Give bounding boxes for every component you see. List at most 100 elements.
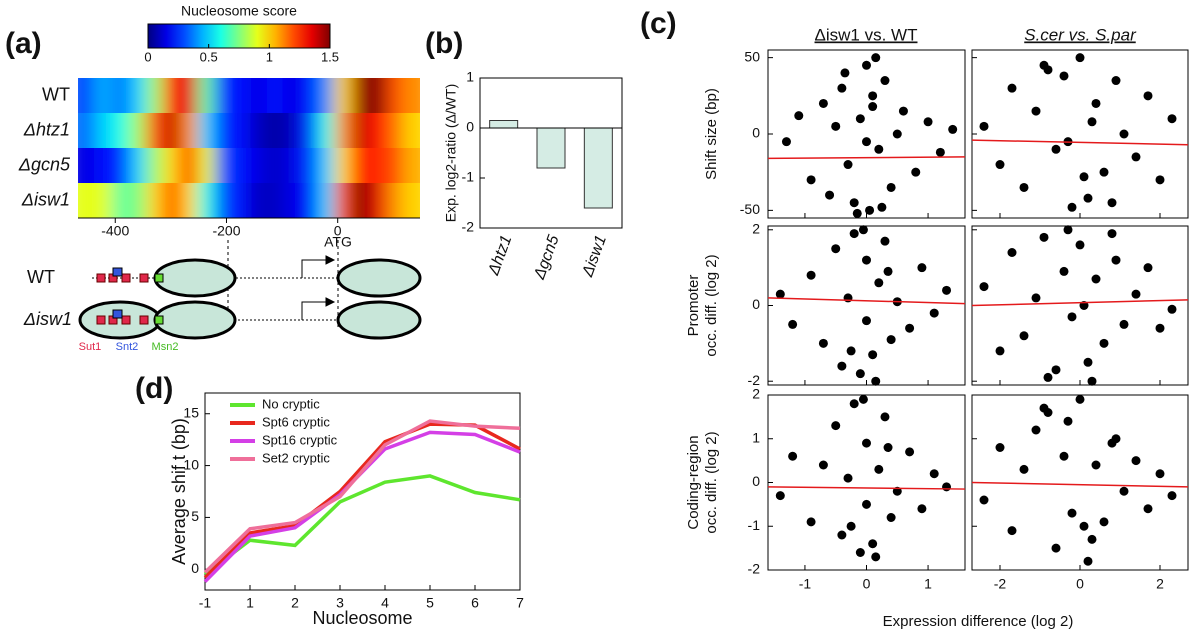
scatter-point	[1043, 65, 1053, 75]
scatter-point	[843, 293, 853, 303]
scatter-point	[886, 513, 896, 522]
tss-arrow-head	[325, 255, 336, 265]
scatter-point	[1067, 202, 1077, 212]
heatmap-cell	[334, 78, 353, 114]
scatter-point	[1155, 175, 1165, 185]
scatter-point	[874, 144, 884, 154]
scatter-point	[862, 255, 871, 265]
scatter-point	[855, 548, 865, 557]
heatmap-cell	[214, 113, 233, 149]
scatter-point	[995, 160, 1005, 170]
sut1-site	[96, 273, 106, 283]
scatter-point	[1063, 225, 1073, 235]
scatter-point	[1043, 408, 1053, 417]
heatmap-cell	[197, 148, 216, 184]
scatter-point	[1167, 491, 1177, 501]
scatter-point	[1051, 144, 1061, 154]
heatmap-cell	[163, 78, 182, 114]
scatter-point	[1051, 543, 1061, 553]
heatmap-cell	[95, 113, 114, 149]
series-line	[203, 474, 521, 576]
heatmap-cell	[368, 113, 387, 149]
scatter-point	[1007, 83, 1017, 93]
scatter-point	[874, 464, 884, 474]
scatter-point	[1143, 91, 1153, 101]
row-label: Δhtz1	[23, 119, 70, 139]
promoter-diagram	[78, 240, 422, 340]
heatmap-cell	[266, 78, 285, 114]
scatter-point	[1075, 240, 1085, 250]
scatter-point	[1019, 331, 1029, 341]
plot-frame	[767, 225, 966, 386]
heatmap-cell	[112, 183, 131, 218]
snt2-site	[112, 309, 123, 319]
scatter-point	[1007, 248, 1017, 257]
bar	[489, 120, 519, 129]
x-axis-label: Expression difference (log 2)	[883, 613, 1074, 630]
heatmap-cell	[197, 113, 216, 149]
heatmap-cell	[368, 78, 387, 114]
msn2-site	[154, 273, 164, 283]
sut1-site	[139, 315, 149, 325]
heatmap-cell	[197, 78, 216, 114]
scatter-point	[1167, 304, 1177, 314]
y-tick-label: 15	[183, 404, 199, 420]
colorbar-tick-label: 1	[266, 49, 273, 64]
heatmap-cell	[334, 183, 353, 218]
scatter-point	[883, 266, 893, 276]
scatter-point	[843, 160, 853, 170]
heatmap-cell	[112, 78, 131, 114]
scatter-point	[846, 346, 856, 356]
x-tick-label: 7	[516, 595, 524, 611]
scatter-point	[1019, 464, 1029, 474]
legend-label: No cryptic	[262, 396, 320, 411]
x-tick-label: -200	[212, 223, 240, 239]
y-axis-label: Shift size (bp)	[703, 88, 720, 180]
heatmap-cell	[368, 183, 387, 218]
scatter-point	[880, 236, 890, 246]
scatter-point	[1083, 357, 1093, 367]
scatter-point	[775, 289, 785, 299]
scatter-point	[868, 91, 878, 101]
scatter-point	[1075, 53, 1085, 63]
scatter-point	[1067, 508, 1077, 518]
heatmap-cell	[78, 183, 97, 218]
y-axis-label: Coding-region	[685, 435, 702, 529]
x-tick-label: 2	[291, 595, 299, 611]
scatter-point	[995, 443, 1005, 452]
y-tick-label: 10	[183, 456, 199, 472]
scatter-point	[862, 316, 871, 326]
y-tick-label: 0	[466, 119, 474, 135]
tss-arrow	[301, 301, 330, 320]
x-tick-label: 3	[336, 595, 344, 611]
scatter-point	[1107, 198, 1117, 208]
heatmap-cell	[129, 78, 148, 114]
scatter-point	[825, 190, 835, 200]
heatmap-cell	[129, 113, 148, 149]
scatter-point	[840, 68, 850, 78]
y-tick-label: 1	[752, 429, 760, 445]
scatter-point	[898, 106, 908, 116]
heatmap-cell	[266, 113, 285, 149]
plot-frame	[971, 49, 1189, 219]
y-tick-label: -1	[462, 169, 475, 185]
heatmap-cell	[214, 78, 233, 114]
scatter-point	[831, 421, 841, 431]
x-tick-label: 0	[1076, 576, 1084, 592]
scatter-point	[862, 499, 871, 509]
plot-frame	[767, 49, 966, 219]
heatmap-cell	[385, 78, 404, 114]
heatmap-cell	[231, 78, 250, 114]
x-tick-label: 0	[334, 223, 342, 239]
motif-label: Sut1	[79, 341, 102, 353]
y-tick-label: -2	[748, 372, 761, 388]
legend-label: Set2 cryptic	[262, 450, 330, 465]
series-line	[203, 422, 521, 579]
scatter-point	[1143, 263, 1153, 273]
panel-label: (b)	[425, 27, 463, 60]
scatter-point	[849, 229, 859, 239]
scatter-point	[849, 198, 859, 208]
x-tick-label: 6	[471, 595, 479, 611]
scatter-point	[883, 443, 893, 452]
column-title: Δisw1 vs. WT	[815, 25, 918, 44]
